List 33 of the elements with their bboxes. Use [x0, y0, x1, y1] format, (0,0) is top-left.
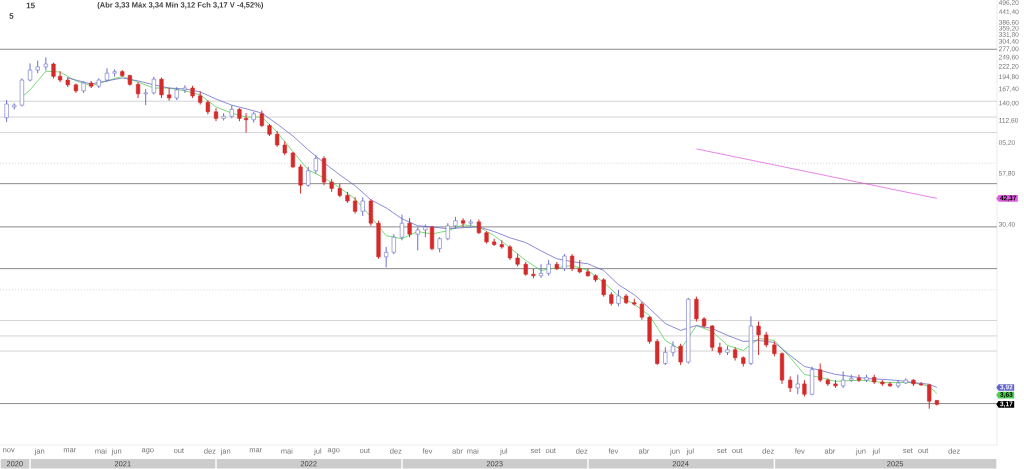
candlestick	[298, 163, 303, 195]
candlestick	[678, 343, 683, 366]
candlestick	[43, 56, 48, 71]
candlestick	[167, 87, 172, 102]
candlestick	[58, 70, 63, 83]
candlestick	[407, 217, 412, 238]
candlestick	[306, 166, 311, 188]
candlestick	[415, 226, 420, 251]
candlestick	[384, 246, 389, 268]
candlestick	[927, 383, 932, 410]
candlestick	[360, 196, 365, 217]
candlestick	[795, 374, 800, 395]
candlestick	[694, 296, 699, 322]
candlestick	[313, 154, 318, 174]
candlestick	[243, 112, 249, 134]
candlestick	[321, 155, 327, 186]
candlestick	[460, 217, 466, 228]
candlestick	[182, 84, 188, 94]
candlestick	[756, 320, 761, 356]
candlestick	[159, 77, 164, 99]
candlestick	[429, 225, 435, 251]
candlestick	[670, 340, 676, 357]
candlestick	[655, 338, 660, 366]
candlestick	[391, 233, 396, 255]
candlestick	[399, 214, 405, 241]
candlestick	[710, 324, 715, 352]
candlestick	[717, 342, 722, 356]
candlestick	[856, 374, 862, 383]
candlestick	[538, 263, 544, 279]
candlestick	[601, 277, 606, 298]
candlestick	[368, 198, 373, 227]
candlestick	[818, 363, 823, 383]
candlestick	[4, 99, 9, 123]
